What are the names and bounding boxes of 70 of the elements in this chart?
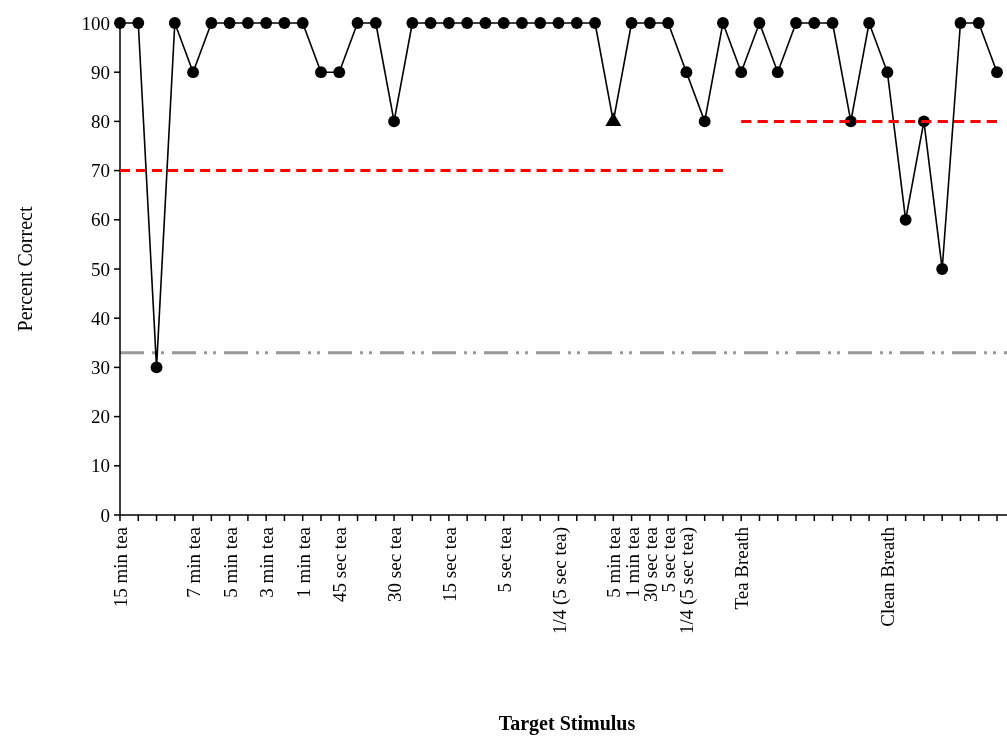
- x-tick-label: 1/4 (5 sec tea): [548, 527, 571, 635]
- point: [717, 17, 729, 29]
- point: [863, 17, 876, 29]
- point: [662, 17, 675, 29]
- point: [461, 17, 474, 29]
- point: [735, 66, 748, 79]
- y-tick-label: 30: [91, 357, 110, 379]
- point: [881, 66, 894, 79]
- point: [991, 66, 1003, 79]
- x-axis-title: Target Stimulus: [498, 712, 636, 735]
- y-tick-label: 50: [91, 258, 110, 280]
- point: [698, 115, 711, 128]
- point: [442, 17, 455, 29]
- x-tick-label: 7 min tea: [183, 526, 205, 598]
- x-tick-label: 15 sec tea: [438, 526, 460, 602]
- point: [680, 66, 693, 79]
- point: [296, 17, 309, 29]
- point: [205, 17, 218, 29]
- point: [570, 17, 583, 29]
- point: [516, 17, 528, 29]
- x-tick-label: 5 sec tea: [493, 526, 515, 593]
- point: [552, 17, 565, 29]
- point: [278, 17, 291, 29]
- y-tick-label: 70: [91, 160, 110, 182]
- point: [954, 17, 967, 29]
- point: [643, 17, 656, 29]
- point: [771, 66, 784, 79]
- point: [168, 17, 181, 29]
- point: [826, 17, 839, 29]
- y-tick-label: 100: [81, 12, 110, 34]
- x-tick-label: Tea Breath: [731, 526, 753, 610]
- point: [753, 17, 766, 29]
- x-tick-label: 1 min tea: [292, 526, 314, 598]
- point: [150, 361, 163, 374]
- point: [972, 17, 985, 29]
- y-tick-label: 40: [91, 307, 110, 329]
- point: [187, 66, 199, 79]
- y-tick-label: 90: [91, 61, 110, 83]
- point: [315, 66, 327, 79]
- point: [479, 17, 492, 29]
- point: [534, 17, 547, 29]
- x-tick-label: 5 min tea: [219, 526, 241, 598]
- point: [790, 17, 802, 29]
- point: [936, 263, 949, 275]
- point: [589, 17, 601, 29]
- point: [388, 115, 400, 128]
- point: [424, 17, 437, 29]
- y-tick-label: 80: [91, 111, 110, 133]
- x-tick-label: Clean Breath: [877, 526, 899, 627]
- point: [808, 17, 821, 29]
- point: [497, 17, 510, 29]
- point: [333, 66, 346, 79]
- y-tick-label: 20: [91, 406, 110, 428]
- point: [406, 17, 419, 29]
- point: [241, 17, 254, 29]
- y-tick-label: 0: [100, 504, 110, 526]
- x-tick-label: 45 sec tea: [329, 526, 351, 602]
- point: [223, 17, 236, 29]
- x-tick-label: 30 sec tea: [384, 526, 406, 602]
- y-tick-label: 10: [91, 455, 110, 477]
- point: [369, 17, 382, 29]
- point: [132, 17, 145, 29]
- point: [351, 17, 364, 29]
- y-tick-label: 60: [91, 209, 110, 231]
- point: [260, 17, 273, 29]
- y-axis-title: Percent Correct: [14, 206, 36, 332]
- x-tick-label: 3 min tea: [256, 526, 278, 598]
- x-tick-label: 15 min tea: [110, 526, 131, 608]
- point: [899, 213, 912, 226]
- point: [625, 17, 638, 29]
